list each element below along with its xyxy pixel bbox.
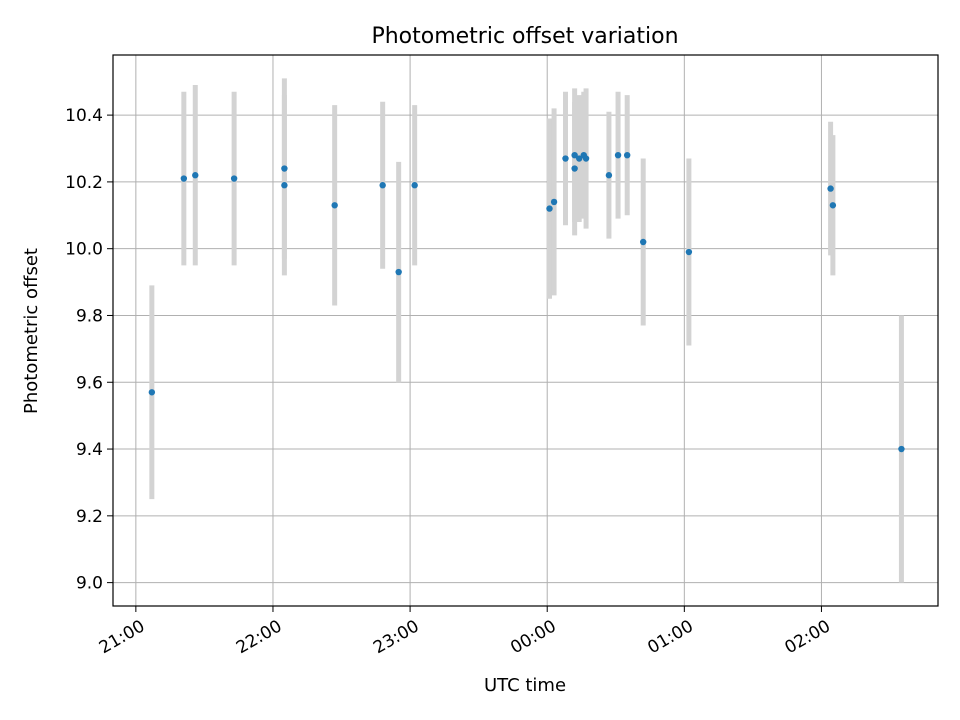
data-point: [411, 182, 418, 189]
data-point: [605, 172, 613, 179]
y-tick-label: 9.0: [76, 574, 103, 594]
y-tick-label: 9.6: [76, 373, 103, 393]
plot-frame: [112, 54, 939, 607]
y-tick-label: 10.4: [65, 106, 103, 126]
data-point: [281, 165, 288, 172]
data-point: [898, 445, 905, 453]
point-layer: [148, 151, 905, 453]
data-point: [685, 248, 693, 256]
data-point: [829, 202, 837, 209]
data-point: [395, 268, 402, 276]
data-point: [582, 155, 590, 162]
data-point: [623, 151, 631, 159]
data-point: [576, 155, 583, 162]
data-point: [192, 172, 199, 179]
y-tick-label: 9.8: [76, 306, 103, 326]
data-point: [281, 182, 288, 189]
grid-layer: [113, 55, 938, 606]
data-point: [562, 155, 569, 162]
data-point: [148, 389, 156, 396]
y-tick-label: 10.2: [65, 173, 103, 193]
data-point: [331, 202, 338, 209]
data-point: [639, 238, 647, 246]
data-point: [550, 198, 558, 206]
y-tick-label: 9.2: [76, 507, 103, 527]
data-point: [230, 175, 238, 182]
data-point: [571, 151, 578, 159]
chart-title: Photometric offset variation: [371, 24, 678, 49]
y-axis-label: Photometric offset: [21, 248, 42, 414]
data-point: [379, 182, 386, 189]
data-point: [571, 165, 578, 172]
y-tick-label: 10.0: [65, 240, 103, 260]
data-point: [180, 175, 188, 182]
data-point: [827, 185, 834, 192]
data-point: [546, 205, 553, 212]
y-tick-label: 9.4: [76, 440, 103, 460]
data-point: [614, 151, 622, 159]
x-axis-label: UTC time: [484, 675, 566, 696]
